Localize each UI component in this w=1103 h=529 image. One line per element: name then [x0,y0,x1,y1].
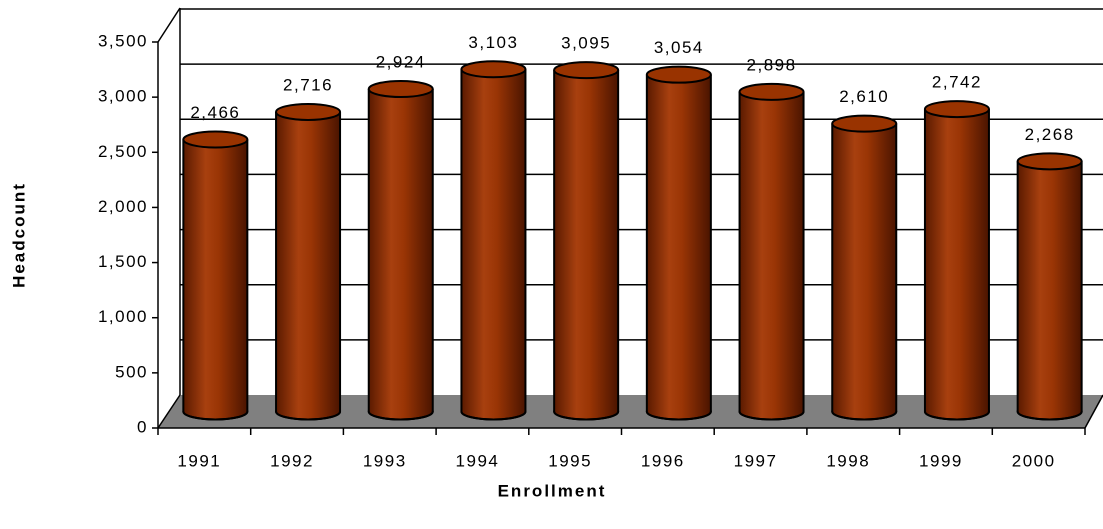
bar-outline [831,123,898,421]
bar [183,139,248,412]
bar-cap [182,130,249,149]
top-edge [157,7,181,43]
x-tick-label: 1998 [826,451,870,470]
bar-outline [1016,161,1083,421]
y-tick-label: 1,000 [98,307,148,326]
x-tick-label: 1999 [919,451,963,470]
bar [832,123,897,412]
bar [461,69,526,412]
y-tick-label: 1,500 [98,252,148,271]
right-edge [1084,394,1103,429]
bottom-edge [157,394,181,429]
bar [368,89,433,412]
bar [276,111,341,412]
bar-outline [738,91,805,421]
value-label: 3,103 [468,33,518,52]
bar-cap [553,61,620,80]
value-label: 2,742 [932,73,982,92]
bar-outline [367,89,434,421]
x-tick-label: 1992 [270,451,314,470]
y-tick-label: 2,000 [98,197,148,216]
x-axis-title: Enrollment [498,481,607,500]
bar-cap [738,82,805,101]
bar [554,70,619,412]
bar [646,74,711,412]
bar-outline [553,70,620,421]
bar [739,91,804,412]
x-tick-label: 1993 [363,451,407,470]
y-tick-label: 2,500 [98,142,148,161]
value-label: 2,268 [1025,125,1075,144]
bar-outline [182,139,249,421]
value-label: 3,095 [561,34,611,53]
bar-cap [831,114,898,133]
value-label: 2,924 [376,53,426,72]
y-tick-label: 500 [115,362,148,381]
bar [924,109,989,412]
y-tick-label: 3,500 [98,31,148,50]
x-tick-label: 1991 [177,451,221,470]
bar-outline [923,109,990,421]
x-tick-label: 2000 [1012,451,1056,470]
x-tick-label: 1995 [548,451,592,470]
y-tick-label: 0 [137,417,148,436]
y-axis-title: Headcount [9,182,28,288]
x-tick-label: 1994 [456,451,500,470]
bar-outline [460,69,527,421]
bar-cap [367,80,434,99]
value-label: 2,898 [747,55,797,74]
bar-cap [1016,152,1083,171]
bar [1017,161,1082,412]
bar-cap [275,102,342,121]
bar-cap [923,100,990,119]
value-label: 2,716 [283,75,333,94]
value-label: 2,466 [190,103,240,122]
bar-outline [275,111,342,421]
x-tick-label: 1997 [734,451,778,470]
value-label: 2,610 [839,87,889,106]
bar-outline [645,74,712,421]
bar-cap [645,65,712,84]
y-tick-label: 3,000 [98,87,148,106]
bar-cap [460,60,527,79]
x-tick-label: 1996 [641,451,685,470]
value-label: 3,054 [654,38,704,57]
